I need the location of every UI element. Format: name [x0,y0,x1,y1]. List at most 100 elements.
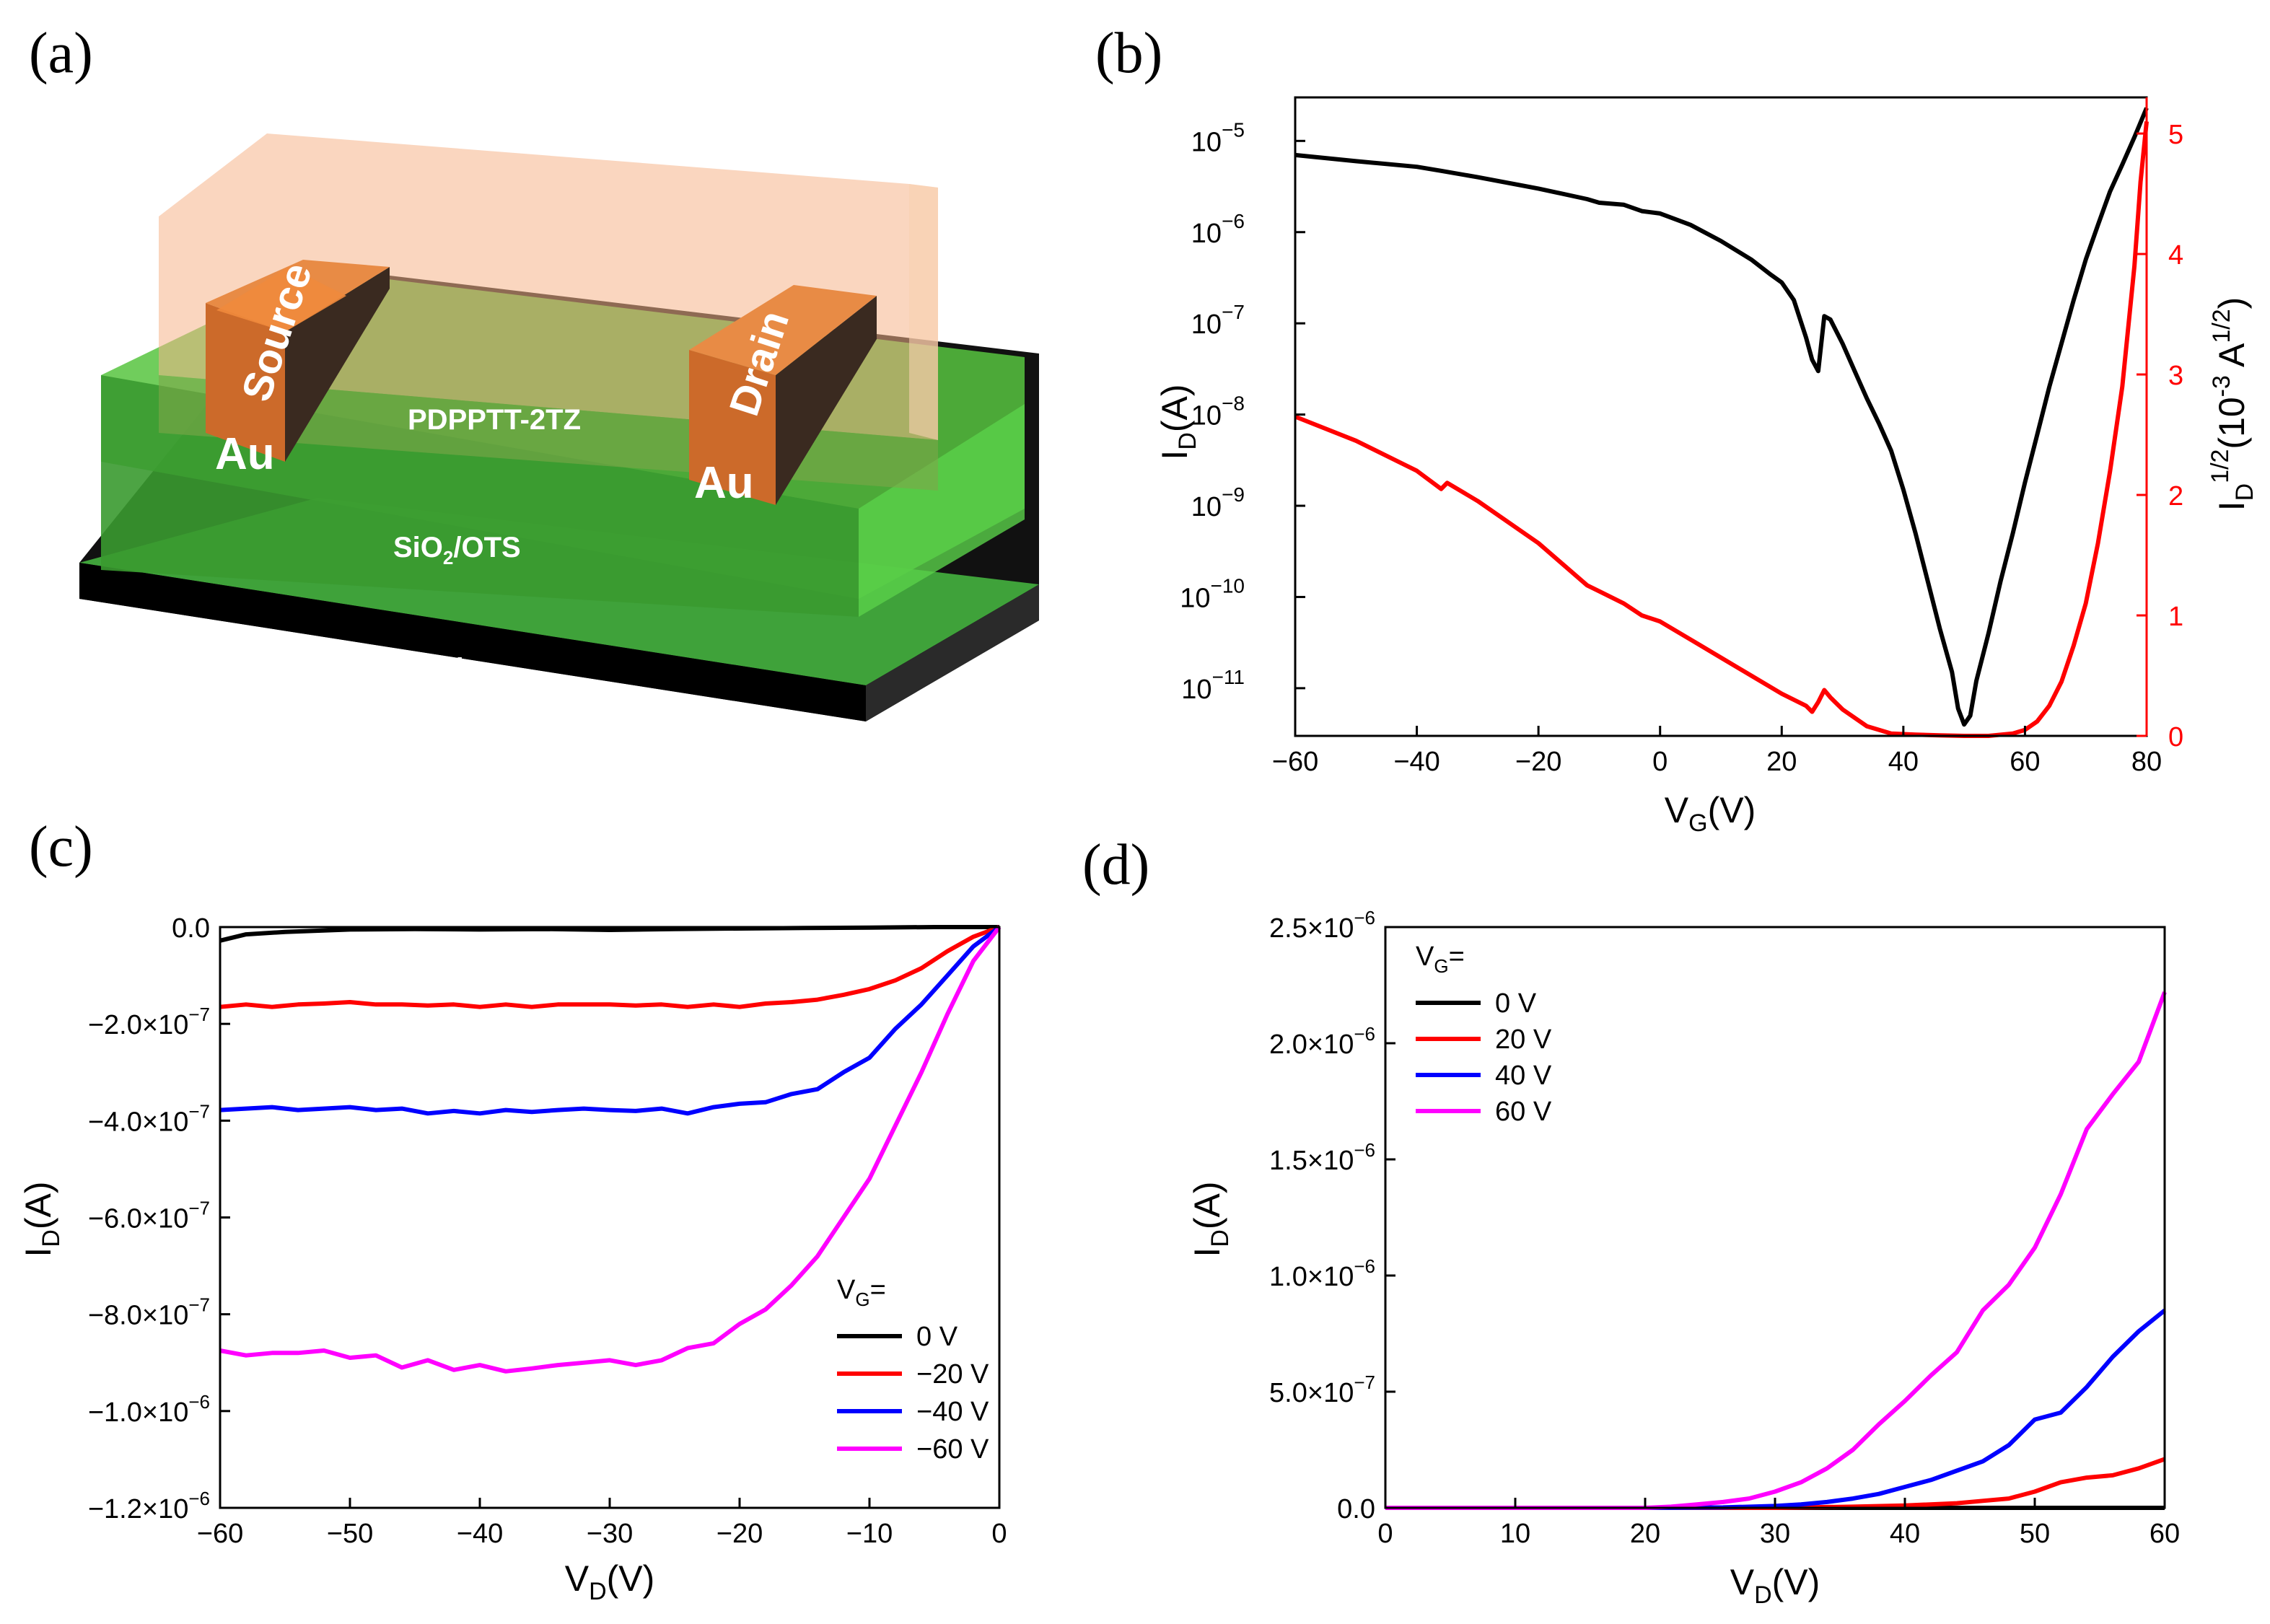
panel-d-series-line [1385,1308,2166,1510]
drain-side [776,296,877,505]
panel-b-y2-ticks: 0 1 2 3 4 5 [2137,97,2183,752]
panel-c-x-axis-title: VD(V) [565,1558,655,1605]
panel-c-x-tick-label: −60 [197,1519,243,1549]
panel-c-y-tick-label: −1.0×10−6 [88,1391,210,1428]
panel-c-legend-label: −20 V [916,1359,989,1390]
panel-d-legend-label: 40 V [1495,1061,1552,1091]
panel-b-y2-tick-label: 1 [2168,602,2183,632]
panel-label-c: (c) [29,815,93,879]
panel-d-y-tick-label: 5.0×10−7 [1269,1371,1375,1408]
panel-d-y-tick-label: 1.5×10−6 [1269,1139,1375,1176]
source-front [206,303,285,462]
panel-d-legend-title: VG= [1416,942,1465,977]
panel-b-y-tick-label: 10−5 [1191,118,1245,157]
panel-c-x-tick-label: −50 [327,1519,373,1549]
panel-b-series [1294,107,2149,738]
panel-d-output-curve: 0 10 20 30 40 50 60 0.0 5.0×10−7 1.0×10−6 1.5×10−… [1187,907,2180,1609]
au-left-label: Au [215,429,275,479]
panel-b-x-tick-label: 60 [2010,747,2040,777]
panel-c-y-tick-label: −6.0×10−7 [88,1198,210,1234]
panel-b-y-ticks: 10−11 10−10 10−9 10−8 10−7 10−6 10−5 [1180,118,1305,705]
semiconductor-label: PDPPTT-2TZ [408,404,581,436]
panel-c-x-ticks: −60 −50 −40 −30 −20 −10 0 [197,1498,1007,1549]
panel-b-y-axis-title: ID(A) [1154,384,1201,460]
panel-c-series-line [219,925,1001,1116]
panel-c-x-tick-label: −20 [717,1519,763,1549]
panel-c-frame [219,926,1001,1509]
panel-d-y-tick-label: 1.0×10−6 [1269,1255,1375,1292]
panel-c-series-line [219,925,999,943]
panel-d-legend-label: 60 V [1495,1097,1552,1127]
panel-b-x-tick-label: 80 [2131,747,2162,777]
panel-d-legend-label: 20 V [1495,1024,1552,1055]
panel-d-x-axis-title: VD(V) [1730,1562,1820,1609]
panel-b-y-tick-label: 10−9 [1191,483,1245,522]
panel-b-y2-axis-title: ID1/2(10-3 A1/2) [2207,297,2258,512]
si-substrate-front [79,563,866,721]
panel-b-series-line [1294,107,2149,727]
panel-d-x-ticks: 0 10 20 30 40 50 60 [1377,1498,2180,1549]
panel-d-legend-label: 0 V [1495,988,1537,1019]
substrate-label: Si [437,653,464,685]
panel-d-y-ticks: 0.0 5.0×10−7 1.0×10−6 1.5×10−6 2.0×10−6 2.5×1… [1269,907,1395,1524]
panel-c-series-line [219,925,1001,1009]
panel-c-legend: VG= 0 V −20 V −40 V −60 V [837,1275,989,1465]
si-substrate-side [866,584,1039,721]
panel-d-x-tick-label: 50 [2020,1519,2050,1549]
au-right-label: Au [694,458,754,508]
panel-label-d: (d) [1082,833,1149,897]
panel-c-series-line [219,926,1002,1374]
panel-b-x-axis-title: VG(V) [1665,790,1756,837]
panel-b-x-tick-label: 0 [1652,747,1668,777]
panel-label-b: (b) [1095,22,1162,85]
panel-b-y2-tick-label: 3 [2168,361,2183,391]
panel-d-x-tick-label: 40 [1890,1519,1920,1549]
panel-d-x-tick-label: 60 [2150,1519,2180,1549]
panel-c-x-tick-label: 0 [991,1519,1007,1549]
panel-d-x-tick-label: 30 [1760,1519,1790,1549]
panel-d-x-tick-label: 10 [1500,1519,1530,1549]
panel-c-legend-label: 0 V [916,1322,958,1352]
panel-c-y-axis-title: ID(A) [18,1181,65,1257]
panel-b-y-tick-label: 10−8 [1191,392,1245,431]
panel-d-y-tick-label: 2.0×10−6 [1269,1023,1375,1060]
panel-d-legend: VG= 0 V 20 V 40 V 60 V [1416,942,1552,1127]
source-bar [216,267,346,332]
panel-d-series-line [1385,991,2167,1510]
panel-c-legend-title: VG= [837,1275,886,1310]
panel-b-frame [1294,96,2148,737]
panel-c-legend-label: −60 V [916,1434,989,1465]
panel-c-x-tick-label: −30 [587,1519,633,1549]
semiconductor-side [909,184,938,440]
panel-b-x-tick-label: 40 [1888,747,1919,777]
panel-d-y-tick-label: 2.5×10−6 [1269,907,1375,944]
panel-c-legend-label: −40 V [916,1397,989,1427]
drain-top [689,285,877,375]
panel-b-y-tick-label: 10−6 [1191,210,1245,249]
panel-b-y2-tick-label: 4 [2168,240,2183,271]
panel-c-x-tick-label: −10 [846,1519,893,1549]
panel-d-y-axis-title: ID(A) [1187,1181,1234,1257]
panel-c-output-curve: −60 −50 −40 −30 −20 −10 0 0.0 −2.0×10−7 −4.0×10−… [18,913,1007,1605]
panel-b-y2-tick-label: 0 [2168,722,2183,752]
panel-b-x-ticks: −60 −40 −20 0 20 40 60 80 [1272,726,2162,777]
dielectric-side [859,404,1025,617]
panel-b-x-tick-label: 20 [1766,747,1797,777]
panel-c-y-tick-label: −8.0×10−7 [88,1294,210,1331]
panel-label-a: (a) [29,22,93,85]
panel-b-y-tick-label: 10−7 [1191,301,1245,340]
panel-b-y-tick-label: 10−10 [1180,574,1245,613]
device-schematic: Source Drain Au Au PDPPTT-2TZ SiO2/OTS S… [79,133,1039,721]
panel-b-y2-tick-label: 5 [2168,120,2183,150]
panel-c-x-tick-label: −40 [457,1519,503,1549]
panel-b-y-tick-label: 10−11 [1181,666,1245,705]
panel-c-y-tick-label: −4.0×10−7 [88,1100,210,1137]
panel-b-x-tick-label: −60 [1272,747,1318,777]
panel-c-y-ticks: 0.0 −2.0×10−7 −4.0×10−7 −6.0×10−7 −8.0×10−7 −… [88,913,230,1524]
dielectric-label: SiO2/OTS [393,532,521,569]
panel-d-x-tick-label: 20 [1630,1519,1660,1549]
panel-b-x-tick-label: −40 [1393,747,1439,777]
panel-c-y-tick-label: −1.2×10−6 [88,1488,210,1524]
panel-d-x-tick-label: 0 [1377,1519,1393,1549]
